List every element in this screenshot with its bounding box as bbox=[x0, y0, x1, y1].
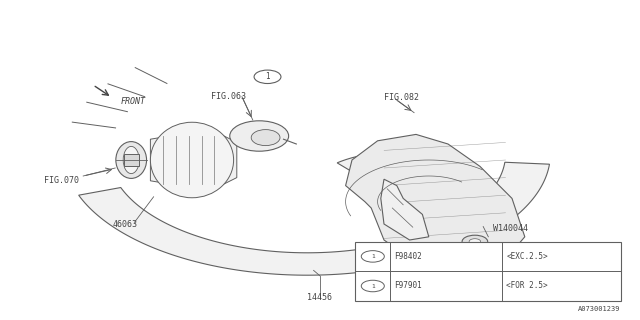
Ellipse shape bbox=[116, 141, 147, 179]
Circle shape bbox=[462, 235, 488, 248]
Text: F98402: F98402 bbox=[394, 252, 422, 261]
Ellipse shape bbox=[230, 121, 289, 151]
Circle shape bbox=[362, 280, 384, 292]
Text: 46063: 46063 bbox=[112, 220, 138, 229]
Circle shape bbox=[469, 239, 481, 244]
Text: W140044: W140044 bbox=[493, 224, 528, 233]
Text: FIG.063: FIG.063 bbox=[211, 92, 246, 101]
Ellipse shape bbox=[176, 134, 208, 186]
Polygon shape bbox=[79, 162, 550, 275]
Text: FIG.070: FIG.070 bbox=[44, 176, 79, 185]
Ellipse shape bbox=[150, 122, 234, 198]
Text: 1: 1 bbox=[371, 284, 374, 289]
Circle shape bbox=[254, 70, 281, 84]
FancyBboxPatch shape bbox=[355, 242, 621, 301]
Text: 1: 1 bbox=[371, 254, 374, 259]
Ellipse shape bbox=[166, 128, 218, 192]
Ellipse shape bbox=[252, 130, 280, 146]
Text: <EXC.2.5>: <EXC.2.5> bbox=[506, 252, 548, 261]
Text: <FOR 2.5>: <FOR 2.5> bbox=[506, 282, 548, 291]
FancyBboxPatch shape bbox=[124, 154, 139, 166]
Text: 1: 1 bbox=[265, 72, 270, 81]
Ellipse shape bbox=[123, 147, 140, 173]
Text: A073001239: A073001239 bbox=[579, 306, 621, 312]
Text: FIG.082: FIG.082 bbox=[384, 93, 419, 102]
Circle shape bbox=[362, 251, 384, 262]
Text: 14456: 14456 bbox=[307, 293, 333, 302]
Polygon shape bbox=[150, 133, 237, 187]
Polygon shape bbox=[346, 134, 525, 269]
Polygon shape bbox=[381, 179, 429, 240]
Ellipse shape bbox=[157, 125, 227, 195]
Text: F97901: F97901 bbox=[394, 282, 422, 291]
Polygon shape bbox=[337, 152, 443, 181]
Text: FRONT: FRONT bbox=[120, 97, 145, 106]
